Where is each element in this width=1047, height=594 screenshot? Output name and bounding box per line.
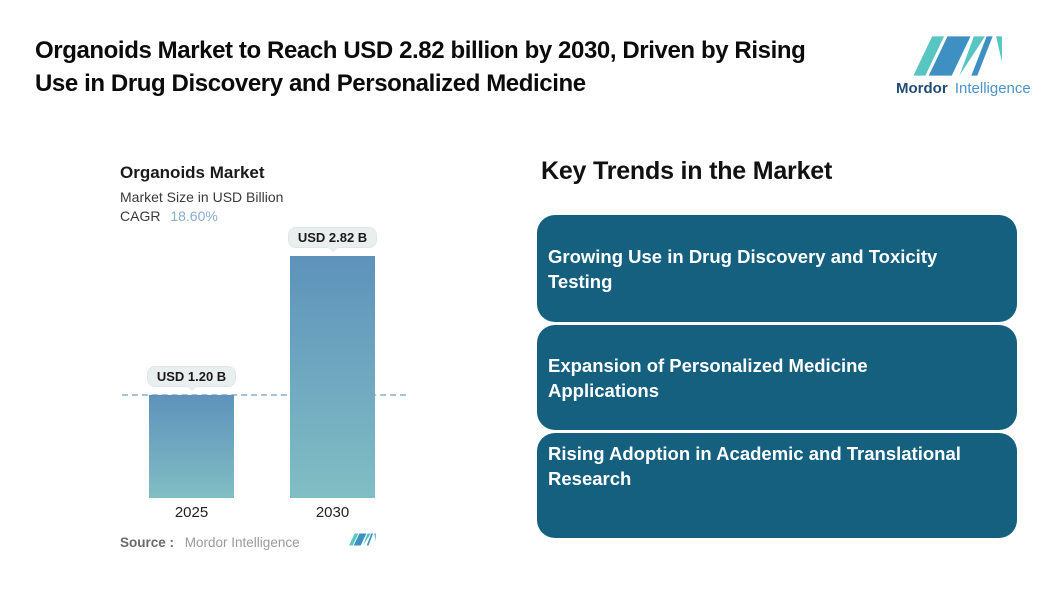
chart-subtitle: Market Size in USD Billion (120, 189, 284, 205)
brand-logo: Mordor Intelligence (896, 36, 1031, 97)
bar-group-2025: USD 1.20 B 2025 (144, 220, 239, 522)
cagr-row: CAGR 18.60% (120, 208, 218, 224)
chart-title: Organoids Market (120, 163, 265, 182)
trend-card-text-line: Applications (548, 379, 660, 401)
year-label-2025: 2025 (174, 504, 209, 521)
trend-card-text-line: Testing (548, 270, 613, 292)
brand-wordmark: Mordor Intelligence (896, 80, 1031, 97)
cagr-value: 18.60% (170, 208, 218, 224)
bar-2025 (149, 395, 234, 498)
trend-card-text-line: Rising Adoption in Academic and Translat… (548, 443, 961, 464)
trend-card-personalized-medicine: Expansion of Personalized Medicine Appli… (537, 325, 1017, 430)
mini-mordor-m-icon (349, 533, 376, 546)
trend-card-drug-discovery: Growing Use in Drug Discovery and Toxici… (537, 215, 1017, 322)
brand-name-light: Intelligence (954, 80, 1031, 97)
bar-group-2030: USD 2.82 B 2030 (285, 220, 380, 522)
page-headline: Organoids Market to Reach USD 2.82 billi… (35, 34, 806, 100)
trend-card-text-line: Growing Use in Drug Discovery and Toxici… (548, 245, 938, 267)
value-badge-2030: USD 2.82 B (287, 227, 378, 248)
source-label: Source : (120, 535, 175, 550)
trend-card-text-line: Research (548, 468, 632, 489)
cagr-label: CAGR (120, 208, 161, 224)
trend-card-text-line: Expansion of Personalized Medicine (548, 354, 868, 376)
source-row: Source : Mordor Intelligence (120, 535, 300, 550)
headline-line-2: Use in Drug Discovery and Personalized M… (35, 70, 586, 97)
trends-section-title: Key Trends in the Market (541, 157, 833, 185)
reference-dashed-line (122, 394, 406, 396)
value-badge-2025: USD 1.20 B (146, 366, 237, 387)
headline-line-1: Organoids Market to Reach USD 2.82 billi… (35, 37, 806, 64)
source-value: Mordor Intelligence (184, 535, 300, 550)
bar-2030 (290, 256, 375, 498)
brand-name-bold: Mordor (896, 80, 948, 97)
year-label-2030: 2030 (315, 504, 350, 521)
trend-card-academic-research: Rising Adoption in Academic and Translat… (537, 433, 1017, 538)
mordor-m-icon (913, 36, 1002, 76)
